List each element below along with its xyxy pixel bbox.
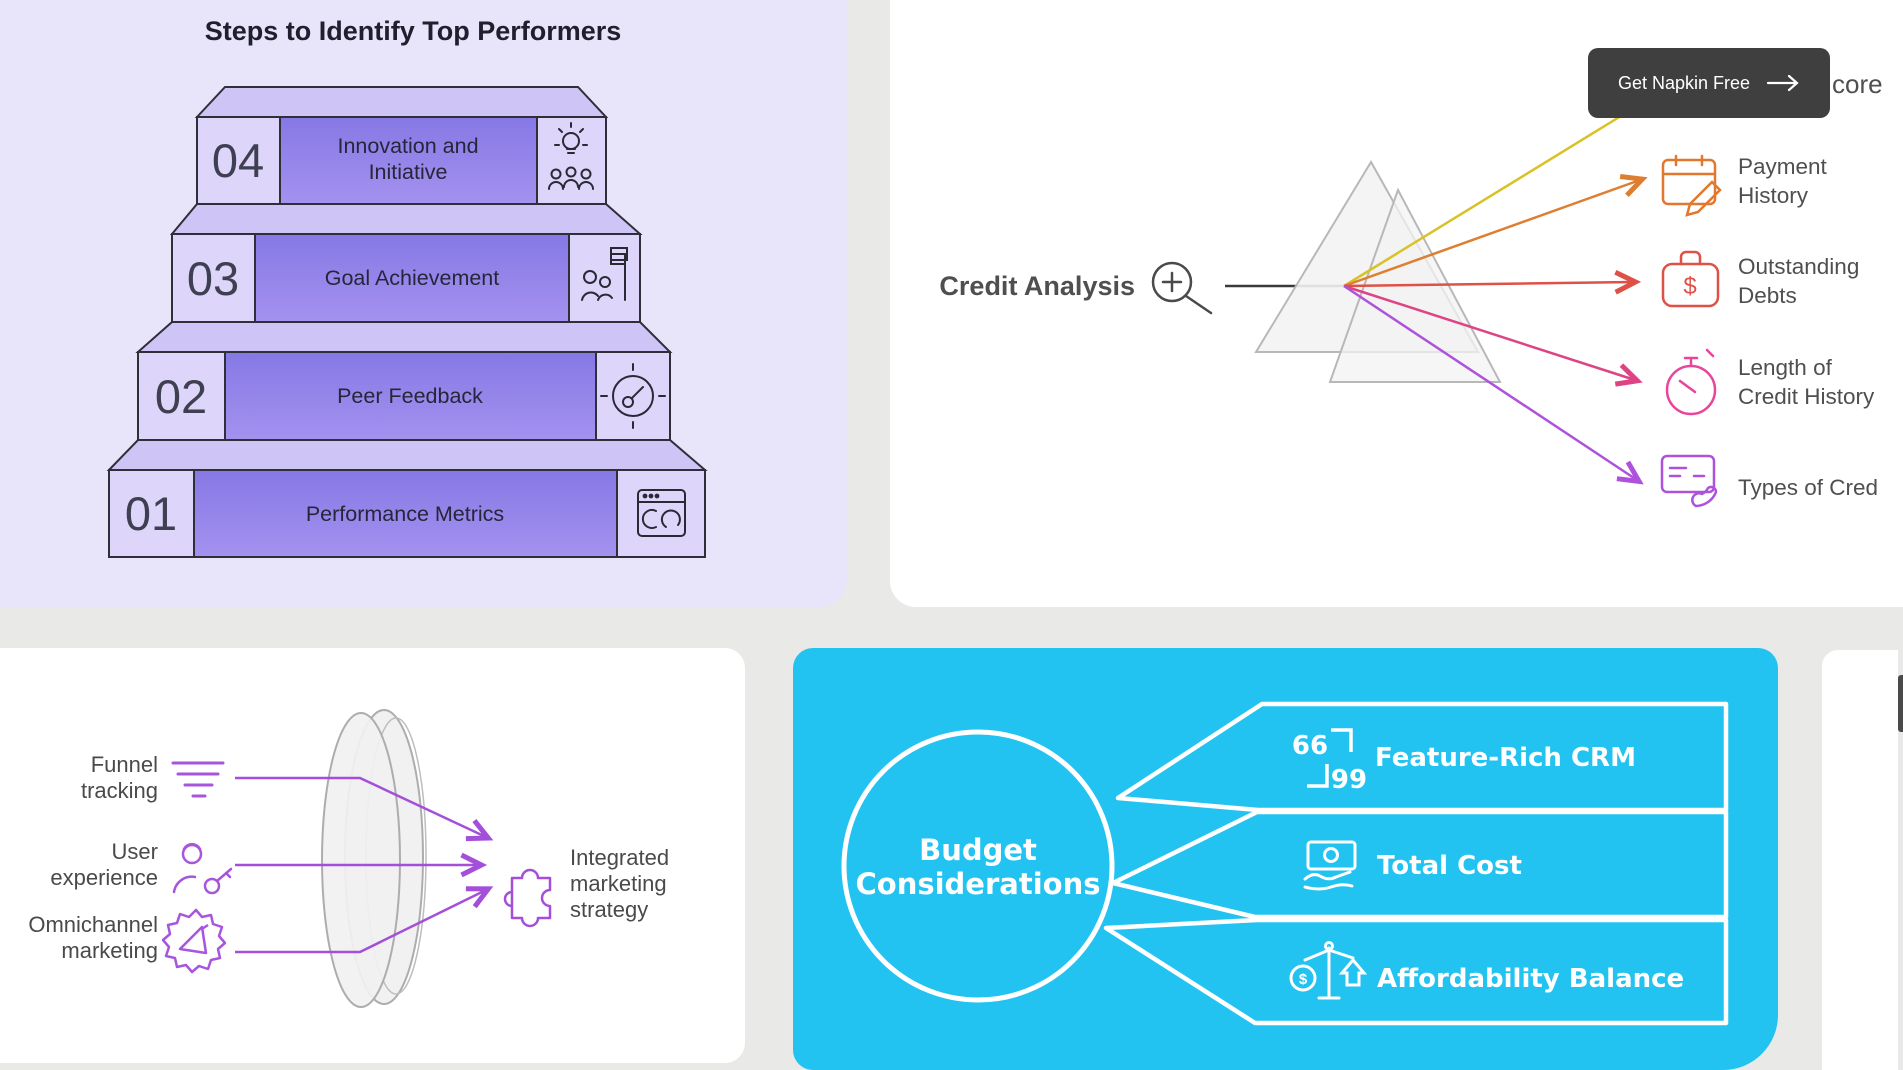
budget-circle — [841, 729, 1115, 1003]
quote-icon: 66 99 — [1292, 728, 1367, 795]
calendar-pencil-icon — [1661, 154, 1722, 217]
idea-team-icon — [548, 122, 594, 190]
tag-feature-rich-crm — [1115, 701, 1729, 813]
scrollbar-thumb[interactable] — [1898, 675, 1903, 732]
steps-panel: Steps to Identify Top Performers 04 Inno… — [0, 0, 847, 607]
tag-label: Feature-Rich CRM — [1375, 743, 1636, 773]
step-label: Peer Feedback — [337, 384, 483, 408]
ray-orange — [1343, 174, 1648, 288]
step-label: Goal Achievement — [325, 266, 500, 290]
briefcase-dollar-icon: $ — [1661, 250, 1720, 308]
balance-scale-icon: $ — [1289, 941, 1368, 1000]
tag-label: Total Cost — [1377, 851, 1522, 881]
step-number: 03 — [187, 252, 239, 305]
marketing-lens-panel: Funnel tracking User experience Omnichanne… — [0, 648, 745, 1063]
ray-yellow — [1343, 90, 1661, 288]
step-number: 04 — [212, 134, 264, 187]
output-label: Integrated marketing strategy — [570, 845, 669, 922]
stopwatch-icon — [1665, 348, 1717, 416]
step-label: Performance Metrics — [306, 502, 504, 526]
factor-label: Length of Credit History — [1738, 355, 1875, 409]
budget-considerations-panel: Budget Considerations 66 99 Feature-Rich … — [793, 648, 1778, 1070]
input-label: Omnichannel marketing — [28, 912, 158, 963]
svg-text:$: $ — [1299, 971, 1308, 988]
lens-diagram: Funnel tracking User experience Omnichanne… — [28, 709, 669, 1008]
step-label: Innovation and Initiative — [337, 134, 478, 184]
step-04 — [196, 116, 607, 205]
flag-people-icon — [581, 247, 628, 301]
prism-diagram: Credit Analysis core — [939, 69, 1883, 508]
tag-total-cost — [1110, 809, 1729, 920]
ray-purple — [1343, 284, 1644, 485]
magnifier-plus-icon — [1151, 261, 1213, 315]
browser-metrics-icon — [637, 489, 686, 537]
step-03 — [171, 233, 641, 323]
credit-analysis-label: Credit Analysis — [939, 271, 1135, 301]
staircase-diagram: Steps to Identify Top Performers 04 Inno… — [106, 16, 708, 558]
step-number: 01 — [125, 487, 177, 540]
puzzle-piece-icon — [503, 868, 552, 928]
input-label: Funnel tracking — [81, 752, 158, 803]
budget-tags — [1103, 701, 1729, 1026]
step-01 — [108, 469, 706, 558]
credit-analysis-panel: Credit Analysis core — [890, 0, 1903, 607]
input-label: User experience — [50, 839, 158, 890]
page-title: Steps to Identify Top Performers — [205, 16, 622, 46]
step-02 — [137, 351, 671, 441]
prism-shape — [1254, 160, 1502, 383]
ray-red — [1343, 269, 1642, 295]
budget-title: Budget Considerations — [856, 833, 1101, 901]
ray-pink — [1343, 284, 1643, 387]
factor-label: Outstanding Debts — [1738, 254, 1859, 308]
card-phone-icon — [1660, 454, 1718, 508]
svg-text:$: $ — [1683, 273, 1696, 300]
arrow-right-icon — [1766, 74, 1799, 92]
person-key-icon — [172, 842, 233, 895]
factor-label: Types of Cred — [1738, 475, 1878, 500]
tag-label: Affordability Balance — [1377, 964, 1684, 994]
spectrum-rays — [1343, 90, 1661, 485]
megaphone-gear-icon — [161, 908, 227, 974]
funnel-lines-icon — [171, 761, 225, 798]
budget-diagram: Budget Considerations 66 99 Feature-Rich … — [841, 701, 1729, 1026]
factor-label: Payment History — [1738, 154, 1828, 208]
get-napkin-free-button[interactable]: Get Napkin Free — [1588, 48, 1830, 118]
hidden-factor-label: core — [1832, 69, 1883, 99]
tag-affordability-balance — [1103, 917, 1729, 1026]
gauge-icon — [600, 363, 666, 429]
lens-shape — [321, 709, 427, 1008]
converging-arrows — [235, 776, 494, 954]
partial-right-panel — [1822, 650, 1898, 1070]
get-napkin-free-label: Get Napkin Free — [1617, 72, 1751, 93]
svg-text:99: 99 — [1331, 765, 1367, 795]
step-number: 02 — [155, 370, 207, 423]
money-hand-icon — [1303, 840, 1357, 891]
svg-text:66: 66 — [1292, 731, 1328, 761]
